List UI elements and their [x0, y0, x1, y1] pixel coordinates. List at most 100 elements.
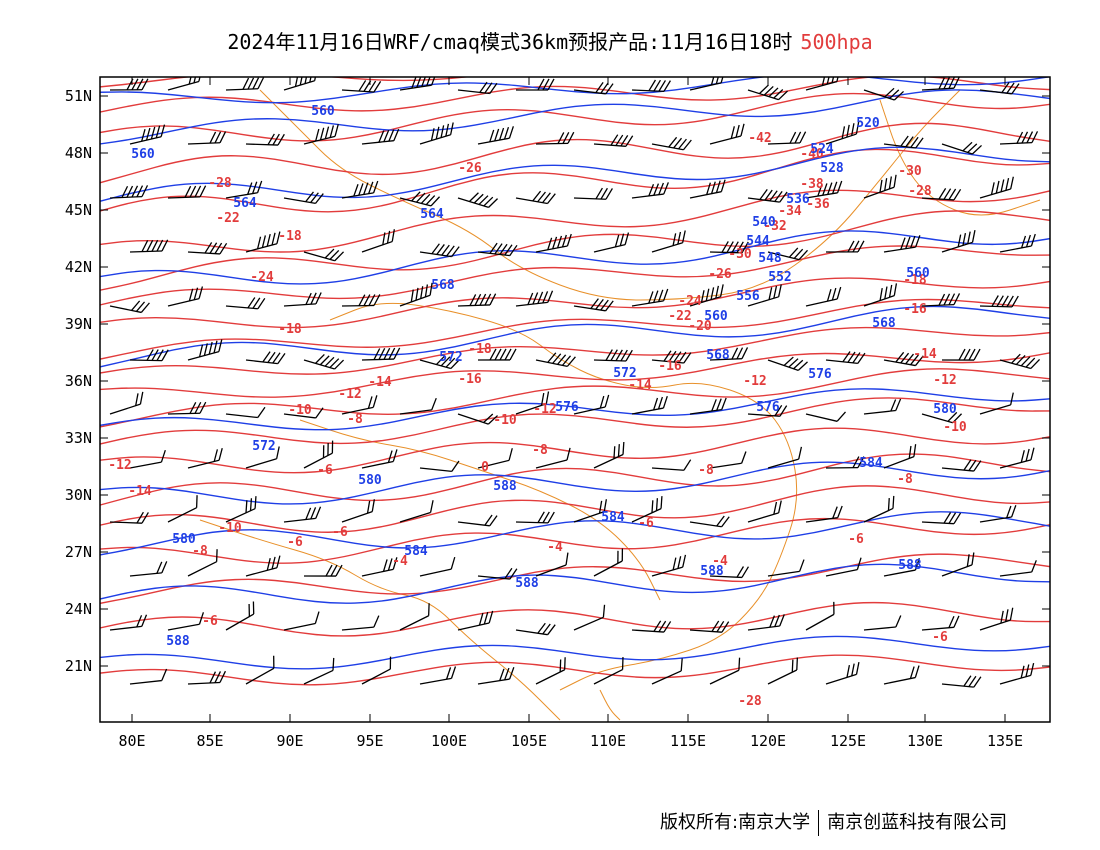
- temperature-label: -6: [848, 532, 864, 547]
- temperature-label: -12: [933, 373, 956, 388]
- temperature-label: -6: [638, 516, 654, 531]
- wind-barb: [689, 515, 730, 528]
- wind-barb: [341, 499, 376, 523]
- temperature-label: -42: [748, 131, 771, 146]
- wind-barb: [245, 655, 275, 685]
- height-label: 568: [431, 278, 455, 293]
- height-label: 560: [131, 147, 155, 162]
- temperature-label: -10: [493, 413, 517, 428]
- wind-barb: [941, 229, 976, 253]
- wind-barb: [535, 352, 576, 368]
- wind-barb: [245, 133, 285, 146]
- wind-barb: [129, 561, 168, 577]
- lat-label: 21N: [65, 657, 92, 675]
- wind-barb: [341, 294, 381, 307]
- temperature-isotherm: [100, 427, 1050, 474]
- wind-barb: [979, 392, 1014, 415]
- wind-barb: [515, 190, 556, 205]
- wind-barb: [767, 131, 807, 145]
- footer-separator: [818, 810, 820, 836]
- lon-label: 110E: [590, 732, 626, 750]
- height-label: 544: [746, 234, 770, 249]
- wind-barb: [573, 298, 614, 312]
- wind-barb: [747, 284, 782, 307]
- geopotential-contour: [100, 230, 1050, 285]
- wind-barb: [651, 230, 686, 253]
- wind-barb: [361, 449, 398, 469]
- wind-barb: [477, 126, 514, 145]
- boundary-line: [259, 89, 961, 301]
- height-label: 584: [404, 544, 428, 559]
- wind-barb: [593, 441, 625, 469]
- temperature-label: -24: [678, 294, 702, 309]
- temperature-isotherm: [100, 326, 1050, 375]
- temperature-label: -10: [943, 420, 967, 435]
- height-label: 584: [601, 510, 625, 525]
- wind-barb: [631, 288, 669, 307]
- wind-barb: [129, 124, 166, 145]
- wind-barb: [863, 495, 895, 523]
- wind-barb: [515, 78, 555, 91]
- wind-barb: [187, 549, 218, 577]
- height-label: 588: [493, 479, 517, 494]
- wind-barb: [361, 656, 392, 685]
- height-label: 576: [756, 400, 780, 415]
- temperature-label: -16: [903, 302, 927, 317]
- wind-barb: [631, 79, 671, 92]
- wind-barb: [303, 440, 334, 469]
- lat-label: 36N: [65, 372, 92, 390]
- temperature-label: -14: [913, 347, 937, 362]
- wind-barb: [515, 511, 555, 524]
- height-label: 520: [856, 116, 880, 131]
- wind-barb: [651, 658, 683, 685]
- wind-barb: [825, 121, 860, 145]
- wind-barb: [457, 81, 498, 95]
- wind-barb: [457, 610, 494, 631]
- boundary-line: [879, 99, 1041, 216]
- height-label: 556: [736, 289, 760, 304]
- wind-barb: [883, 665, 920, 685]
- temperature-label: 0: [481, 460, 489, 475]
- temperature-label: -12: [533, 402, 556, 417]
- wind-barb: [805, 77, 841, 91]
- height-label: 584: [859, 456, 883, 471]
- wind-barb: [921, 77, 960, 91]
- wind-barb: [419, 460, 460, 472]
- temperature-label: -24: [250, 270, 274, 285]
- wind-barb: [283, 407, 324, 419]
- contour-labels: -42-40-38-36-34-32-30-28-26-26-24-22-20-…: [108, 104, 967, 709]
- height-label: 548: [758, 251, 782, 266]
- temperature-label: -28: [738, 694, 762, 709]
- wind-barb: [225, 77, 265, 91]
- lon-label: 95E: [356, 732, 383, 750]
- wind-barb: [361, 347, 401, 361]
- wind-barb: [399, 500, 434, 523]
- wind-barb: [767, 446, 803, 469]
- wind-barb: [225, 601, 255, 631]
- temperature-label: -30: [898, 164, 922, 179]
- temperature-label: -4: [392, 554, 408, 569]
- wind-barb: [941, 141, 982, 155]
- wind-barbs: [109, 77, 1041, 688]
- temperature-isotherm: [100, 485, 1050, 533]
- lon-label: 80E: [118, 732, 145, 750]
- temperature-label: -6: [932, 630, 948, 645]
- wind-barb: [399, 77, 437, 91]
- copyright-footer: 版权所有:南京大学 南京创蓝科技有限公司: [660, 808, 1007, 836]
- wind-barb: [283, 77, 318, 91]
- temperature-label: -12: [338, 387, 361, 402]
- geopotential-contour: [100, 146, 1050, 202]
- wind-barb: [747, 189, 788, 203]
- lat-label: 33N: [65, 429, 92, 447]
- temperature-label: -20: [688, 319, 712, 334]
- wind-barb: [477, 667, 515, 685]
- wind-barb: [767, 247, 809, 261]
- height-label: 580: [933, 402, 957, 417]
- temperature-label: -4: [547, 540, 563, 555]
- lat-label: 30N: [65, 486, 92, 504]
- temperature-label: -26: [708, 267, 732, 282]
- temperature-label: -12: [743, 374, 766, 389]
- wind-barb: [651, 136, 692, 151]
- wind-barb: [883, 557, 920, 577]
- wind-barb: [863, 615, 902, 631]
